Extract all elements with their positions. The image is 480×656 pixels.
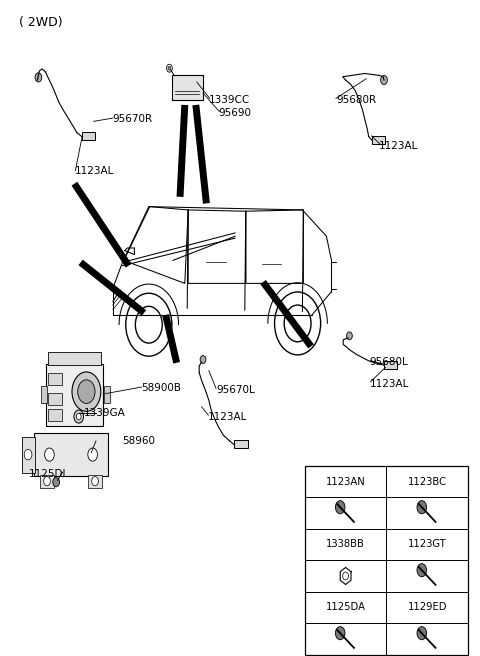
Circle shape — [347, 332, 352, 340]
Circle shape — [336, 626, 345, 640]
Circle shape — [417, 564, 427, 577]
Circle shape — [74, 410, 84, 423]
Text: 1125DL: 1125DL — [29, 468, 69, 479]
Circle shape — [44, 476, 50, 485]
Bar — [22, 437, 36, 472]
Bar — [305, 466, 468, 655]
Bar — [384, 361, 397, 369]
Circle shape — [343, 572, 348, 580]
Text: 95680L: 95680L — [370, 357, 408, 367]
Bar — [48, 393, 62, 405]
Text: 95670R: 95670R — [113, 114, 153, 125]
Circle shape — [417, 626, 427, 640]
Text: 1339CC: 1339CC — [209, 94, 250, 105]
Circle shape — [417, 501, 427, 514]
Text: 1129ED: 1129ED — [408, 602, 447, 613]
Circle shape — [168, 66, 171, 70]
Circle shape — [200, 356, 206, 363]
Bar — [40, 475, 54, 488]
Text: 1125DA: 1125DA — [325, 602, 366, 613]
Bar — [104, 386, 110, 403]
Bar — [46, 363, 103, 426]
Bar — [88, 475, 102, 488]
Bar — [234, 440, 248, 448]
Text: 1123BC: 1123BC — [408, 476, 447, 487]
Text: 1338BB: 1338BB — [326, 539, 365, 550]
Circle shape — [167, 64, 172, 72]
Text: 1123AL: 1123AL — [379, 140, 419, 151]
Circle shape — [76, 413, 81, 420]
Text: 58960: 58960 — [122, 436, 156, 446]
Text: 1123AN: 1123AN — [326, 476, 365, 487]
Bar — [372, 136, 385, 144]
Text: 95670L: 95670L — [216, 385, 255, 396]
Circle shape — [92, 476, 98, 485]
Bar — [48, 409, 62, 421]
Text: 95690: 95690 — [218, 108, 252, 118]
Text: 1123AL: 1123AL — [74, 165, 114, 176]
Text: 58900B: 58900B — [142, 383, 181, 394]
Circle shape — [24, 449, 32, 460]
Bar — [48, 373, 62, 385]
Circle shape — [72, 372, 101, 411]
Bar — [172, 75, 203, 100]
Bar — [41, 386, 47, 403]
Circle shape — [45, 448, 54, 461]
Circle shape — [381, 75, 387, 85]
Text: 95680R: 95680R — [336, 94, 376, 105]
Circle shape — [35, 73, 42, 82]
Bar — [82, 132, 95, 140]
Text: 1123AL: 1123AL — [207, 411, 247, 422]
Text: 1123AL: 1123AL — [370, 379, 409, 389]
Circle shape — [336, 501, 345, 514]
Text: 1339GA: 1339GA — [84, 408, 126, 419]
Circle shape — [78, 380, 95, 403]
Circle shape — [53, 478, 60, 487]
Text: 1123GT: 1123GT — [408, 539, 446, 550]
Circle shape — [88, 448, 97, 461]
Bar — [48, 352, 101, 365]
Bar — [34, 434, 108, 476]
Text: ( 2WD): ( 2WD) — [19, 16, 63, 30]
